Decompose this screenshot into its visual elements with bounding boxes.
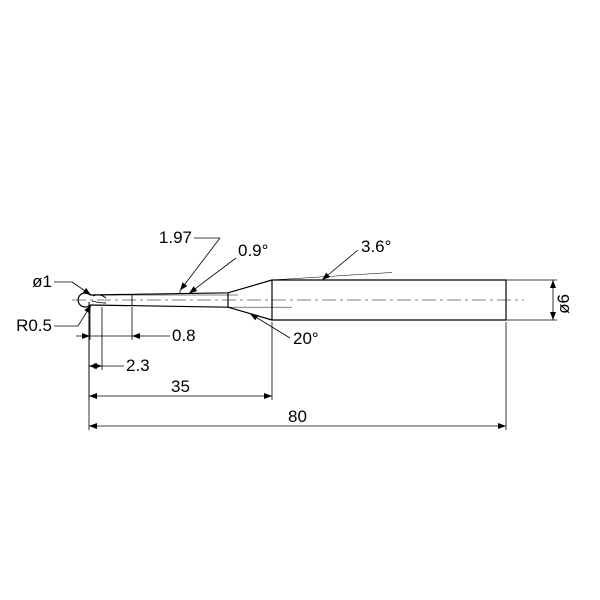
dim-1-97: 1.97 bbox=[159, 228, 192, 247]
dimension-drawing: 80 35 2.3 0.8 ø6 ø1 R0.5 1.97 0.9° 20° 3.6° bbox=[0, 0, 600, 600]
dim-length-0-8: 0.8 bbox=[172, 326, 196, 345]
dim-length-2-3: 2.3 bbox=[126, 356, 150, 375]
dim-angle-0-9: 0.9° bbox=[238, 241, 268, 260]
dim-angle-3-6: 3.6° bbox=[361, 237, 391, 256]
dim-tip-radius: R0.5 bbox=[16, 316, 52, 335]
dim-tip-diameter: ø1 bbox=[32, 272, 52, 291]
dim-length-35: 35 bbox=[171, 377, 190, 396]
dim-overall-length: 80 bbox=[288, 407, 307, 426]
dim-shank-diameter: ø6 bbox=[554, 294, 573, 314]
dim-angle-20: 20° bbox=[293, 329, 319, 348]
